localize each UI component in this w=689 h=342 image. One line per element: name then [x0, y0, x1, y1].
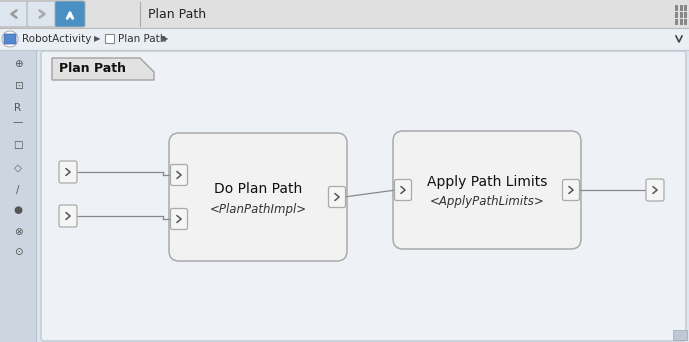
FancyBboxPatch shape	[0, 1, 29, 27]
FancyBboxPatch shape	[562, 180, 579, 200]
FancyBboxPatch shape	[0, 50, 36, 342]
Text: □: □	[13, 140, 23, 150]
Text: Apply Path Limits: Apply Path Limits	[426, 175, 547, 189]
Bar	[673, 330, 687, 340]
Text: ⊙: ⊙	[14, 247, 22, 257]
FancyBboxPatch shape	[169, 133, 347, 261]
FancyBboxPatch shape	[395, 180, 411, 200]
Text: ⊕: ⊕	[14, 59, 22, 69]
FancyBboxPatch shape	[393, 131, 581, 249]
Bar	[105, 34, 114, 43]
Text: <PlanPathImpl>: <PlanPathImpl>	[209, 202, 307, 215]
FancyBboxPatch shape	[170, 209, 187, 229]
Polygon shape	[52, 58, 154, 80]
FancyBboxPatch shape	[27, 1, 57, 27]
FancyBboxPatch shape	[59, 205, 77, 227]
Bar	[684, 5, 687, 11]
Text: ▶: ▶	[94, 35, 101, 43]
FancyBboxPatch shape	[0, 0, 689, 28]
FancyBboxPatch shape	[41, 51, 686, 341]
Bar	[679, 5, 683, 11]
Text: Plan Path: Plan Path	[148, 8, 206, 21]
Text: Plan Path: Plan Path	[118, 34, 166, 44]
Text: Do Plan Path: Do Plan Path	[214, 182, 302, 196]
FancyBboxPatch shape	[646, 179, 664, 201]
FancyBboxPatch shape	[170, 165, 187, 185]
Text: ▶: ▶	[162, 35, 169, 43]
FancyBboxPatch shape	[0, 28, 689, 50]
Bar	[684, 19, 687, 25]
Text: <ApplyPathLimits>: <ApplyPathLimits>	[430, 196, 544, 209]
Bar	[684, 12, 687, 17]
Text: ◇: ◇	[14, 163, 22, 173]
Text: ●: ●	[14, 205, 23, 215]
Text: ⊗: ⊗	[14, 227, 22, 237]
FancyBboxPatch shape	[59, 161, 77, 183]
Text: /: /	[17, 185, 20, 195]
Text: Plan Path: Plan Path	[59, 63, 126, 76]
FancyBboxPatch shape	[4, 34, 16, 44]
Bar	[675, 12, 678, 17]
Bar	[675, 5, 678, 11]
Text: ⊡: ⊡	[14, 81, 22, 91]
Bar	[675, 19, 678, 25]
Text: —: —	[13, 117, 23, 127]
Circle shape	[2, 31, 18, 47]
FancyBboxPatch shape	[329, 186, 345, 208]
Text: R: R	[14, 103, 21, 113]
FancyBboxPatch shape	[55, 1, 85, 27]
Bar	[679, 19, 683, 25]
Bar	[679, 12, 683, 17]
Text: RobotActivity: RobotActivity	[22, 34, 92, 44]
